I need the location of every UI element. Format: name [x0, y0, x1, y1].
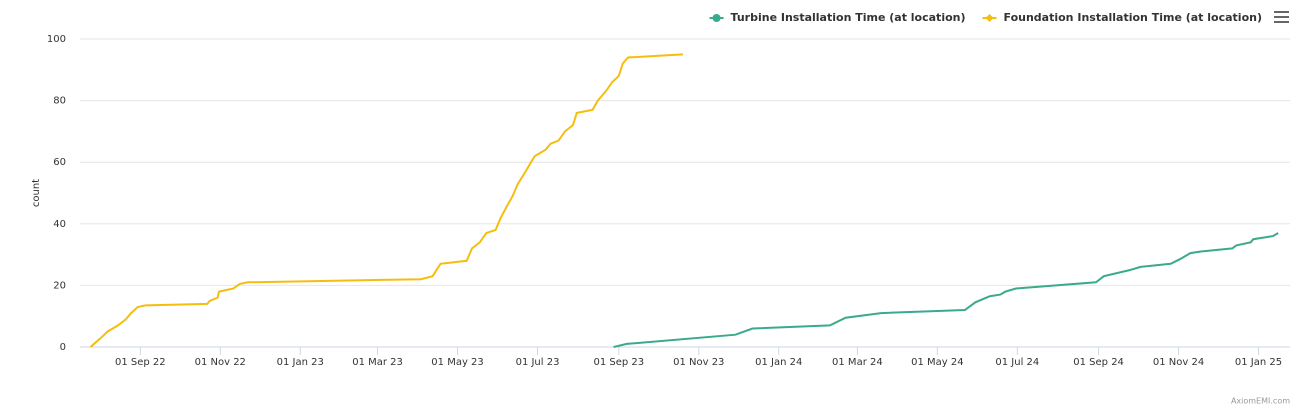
- credit: AxiomEMI.com: [1231, 397, 1290, 406]
- x-tick-label: 01 Jul 23: [516, 357, 560, 368]
- x-tick-label: 01 Jan 24: [755, 357, 802, 368]
- x-tick-label: 01 May 24: [911, 357, 963, 368]
- menu-button[interactable]: [1274, 11, 1289, 23]
- series-line: [89, 53, 684, 348]
- menu-bar: [1274, 16, 1289, 18]
- legend-label: Turbine Installation Time (at location): [731, 11, 966, 24]
- x-tick-label: 01 Sep 22: [115, 357, 166, 368]
- x-tick-label: 01 May 23: [431, 357, 483, 368]
- x-tick-label: 01 Nov 23: [673, 357, 724, 368]
- x-tick-label: 01 Jan 23: [277, 357, 324, 368]
- y-tick-label: 60: [53, 157, 66, 168]
- x-tick-label: 01 Nov 22: [195, 357, 246, 368]
- y-tick-label: 20: [53, 280, 66, 291]
- legend-item[interactable]: Turbine Installation Time (at location): [709, 11, 966, 24]
- y-tick-label: 100: [47, 34, 66, 45]
- y-tick-label: 80: [53, 96, 66, 107]
- series-line: [613, 232, 1279, 348]
- legend-label: Foundation Installation Time (at locatio…: [1004, 11, 1262, 24]
- x-tick-label: 01 Nov 24: [1153, 357, 1204, 368]
- y-tick-label: 0: [60, 342, 66, 353]
- menu-bar: [1274, 11, 1289, 13]
- x-tick-label: 01 Sep 24: [1073, 357, 1124, 368]
- y-tick-label: 40: [53, 219, 66, 230]
- x-tick-label: 01 Jan 25: [1235, 357, 1282, 368]
- x-tick-label: 01 Mar 24: [832, 357, 883, 368]
- y-axis-label: count: [31, 179, 42, 207]
- legend-marker: [985, 14, 994, 22]
- legend-item[interactable]: Foundation Installation Time (at locatio…: [982, 11, 1262, 24]
- x-tick-label: 01 Mar 23: [352, 357, 403, 368]
- x-tick-label: 01 Jul 24: [995, 357, 1039, 368]
- menu-bar: [1274, 21, 1289, 23]
- legend-marker: [712, 14, 721, 22]
- x-tick-label: 01 Sep 23: [593, 357, 644, 368]
